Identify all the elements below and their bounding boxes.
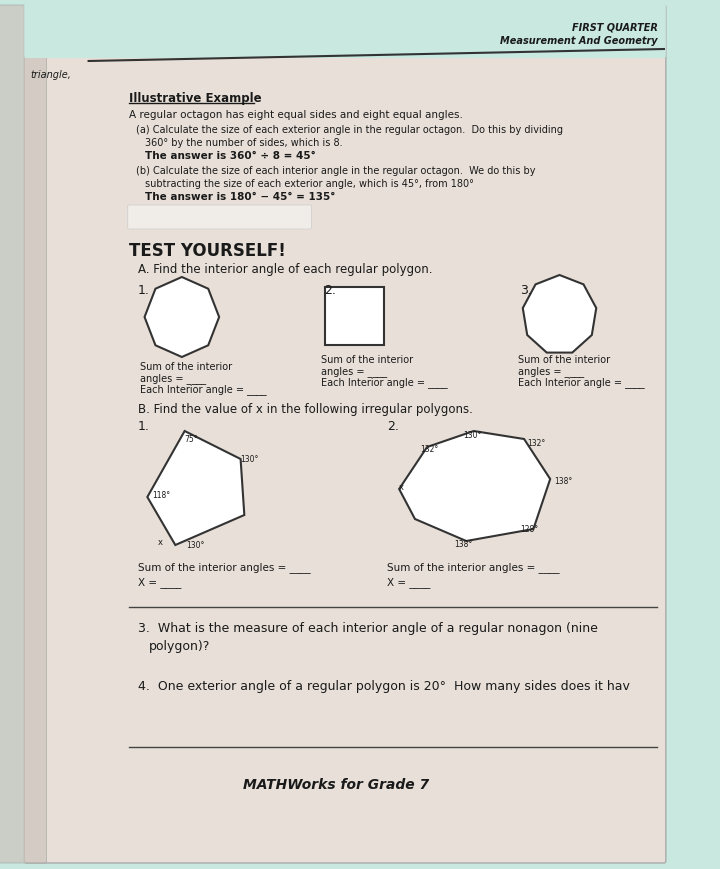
Text: 130°: 130° xyxy=(464,431,482,440)
Text: 75°: 75° xyxy=(184,435,198,444)
Text: 138°: 138° xyxy=(554,477,572,486)
Text: subtracting the size of each exterior angle, which is 45°, from 180°: subtracting the size of each exterior an… xyxy=(145,179,474,189)
FancyBboxPatch shape xyxy=(127,206,312,229)
Text: Each Interior angle = ____: Each Interior angle = ____ xyxy=(321,376,447,388)
Text: angles = ____: angles = ____ xyxy=(140,373,206,383)
Bar xyxy=(325,288,384,346)
Text: The answer is 360° ÷ 8 = 45°: The answer is 360° ÷ 8 = 45° xyxy=(145,151,316,161)
Text: triangle,: triangle, xyxy=(31,70,72,80)
Text: MATHWorks for Grade 7: MATHWorks for Grade 7 xyxy=(243,777,429,791)
Text: Sum of the interior: Sum of the interior xyxy=(321,355,413,365)
Text: angles = ____: angles = ____ xyxy=(518,366,585,376)
Polygon shape xyxy=(145,278,219,357)
Text: 130°: 130° xyxy=(240,455,259,464)
Text: The answer is 180° − 45° = 135°: The answer is 180° − 45° = 135° xyxy=(145,192,336,202)
Text: 118°: 118° xyxy=(152,491,170,500)
Text: (a) Calculate the size of each exterior angle in the regular octagon.  Do this b: (a) Calculate the size of each exterior … xyxy=(136,125,563,135)
Text: 2.: 2. xyxy=(387,420,399,433)
Text: Each Interior angle = ____: Each Interior angle = ____ xyxy=(518,376,645,388)
Text: angles = ____: angles = ____ xyxy=(321,366,387,376)
Polygon shape xyxy=(523,275,596,353)
Text: A regular octagon has eight equal sides and eight equal angles.: A regular octagon has eight equal sides … xyxy=(129,109,462,120)
Text: polygon)?: polygon)? xyxy=(149,640,210,653)
Text: 130°: 130° xyxy=(186,541,205,550)
Polygon shape xyxy=(399,432,550,541)
Text: X = ____: X = ____ xyxy=(387,576,431,587)
Text: 132°: 132° xyxy=(420,445,438,454)
Text: 4.  One exterior angle of a regular polygon is 20°  How many sides does it hav: 4. One exterior angle of a regular polyg… xyxy=(138,680,630,693)
Text: (b) Calculate the size of each interior angle in the regular octagon.  We do thi: (b) Calculate the size of each interior … xyxy=(136,166,536,176)
Text: 138°: 138° xyxy=(454,540,472,549)
FancyBboxPatch shape xyxy=(24,6,666,863)
Text: 132°: 132° xyxy=(527,439,545,448)
Text: 2.: 2. xyxy=(325,283,336,296)
Polygon shape xyxy=(148,432,244,546)
Text: Each Interior angle = ____: Each Interior angle = ____ xyxy=(140,383,266,395)
Text: 1.: 1. xyxy=(138,420,150,433)
Text: Sum of the interior angles = ____: Sum of the interior angles = ____ xyxy=(138,561,310,573)
Text: X = ____: X = ____ xyxy=(138,576,181,587)
Text: A. Find the interior angle of each regular polygon.: A. Find the interior angle of each regul… xyxy=(138,262,433,275)
Text: Sum of the interior: Sum of the interior xyxy=(518,355,611,365)
Text: TEST YOURSELF!: TEST YOURSELF! xyxy=(129,242,286,260)
Text: 3.: 3. xyxy=(521,283,532,296)
Text: Illustrative Example: Illustrative Example xyxy=(129,92,261,105)
Text: x: x xyxy=(398,483,403,492)
Text: B. Find the value of x in the following irregular polygons.: B. Find the value of x in the following … xyxy=(138,402,473,415)
Text: FIRST QUARTER: FIRST QUARTER xyxy=(572,22,657,32)
Text: Sum of the interior angles = ____: Sum of the interior angles = ____ xyxy=(387,561,559,573)
FancyBboxPatch shape xyxy=(24,3,666,59)
Text: Sum of the interior: Sum of the interior xyxy=(140,362,232,372)
Text: x: x xyxy=(158,538,163,547)
Text: 1.: 1. xyxy=(138,283,150,296)
Text: 360° by the number of sides, which is 8.: 360° by the number of sides, which is 8. xyxy=(145,138,343,148)
Text: Measurement And Geometry: Measurement And Geometry xyxy=(500,36,657,46)
FancyBboxPatch shape xyxy=(0,6,47,863)
Text: 128°: 128° xyxy=(521,525,539,534)
Text: 3.  What is the measure of each interior angle of a regular nonagon (nine: 3. What is the measure of each interior … xyxy=(138,621,598,634)
